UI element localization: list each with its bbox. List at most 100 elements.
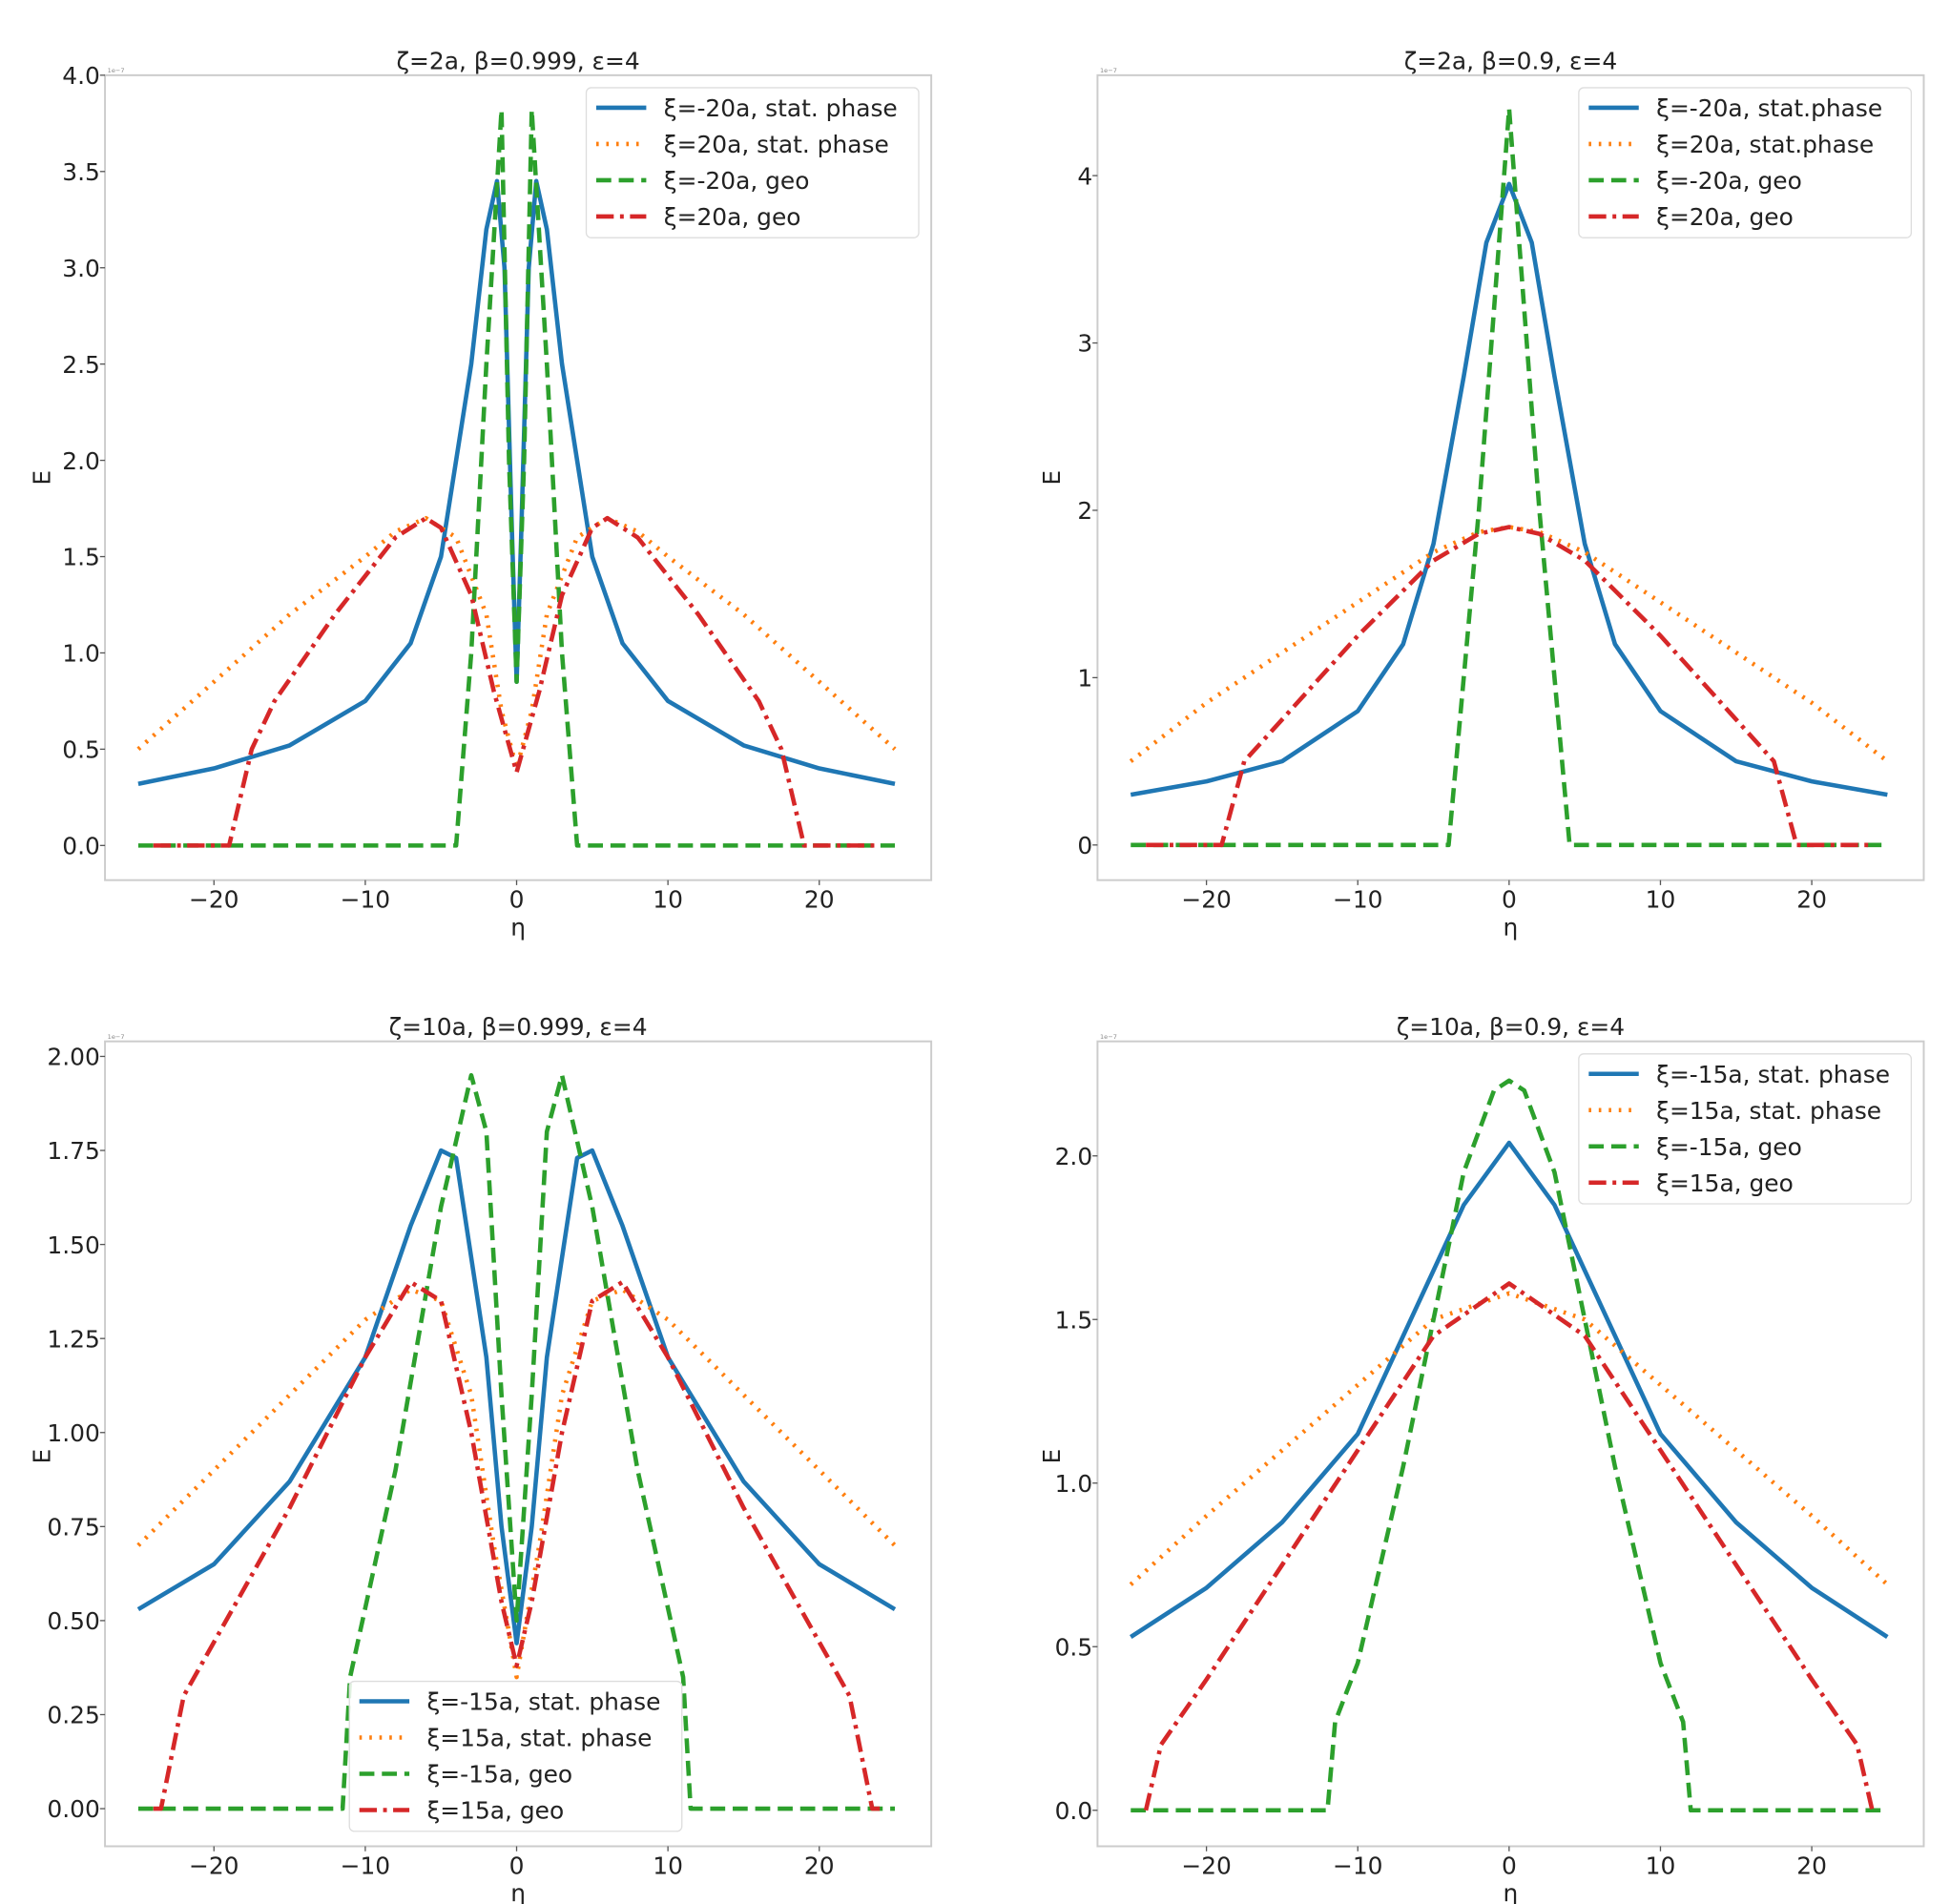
legend-box xyxy=(1578,1053,1913,1205)
chart-title: ζ=10a, β=0.999, ε=4 xyxy=(389,1013,648,1041)
legend-label: ξ=20a, geo xyxy=(664,203,801,231)
y-tick-label: 0.5 xyxy=(1055,1633,1093,1661)
x-tick-label: −20 xyxy=(189,885,239,913)
y-tick-label: 2 xyxy=(1077,497,1092,525)
x-tick-label: −10 xyxy=(1333,1852,1383,1879)
y-tick-label: 1 xyxy=(1077,665,1092,693)
y-multiplier: 1e−7 xyxy=(1100,1033,1117,1041)
legend-label: ξ=-15a, geo xyxy=(426,1761,572,1789)
series-line-2 xyxy=(136,1287,897,1680)
x-axis-label: η xyxy=(510,913,526,941)
y-tick-label: 0.25 xyxy=(47,1702,99,1729)
x-tick-label: 0 xyxy=(509,885,525,913)
y-tick-label: 1.75 xyxy=(47,1137,99,1165)
series-line-1 xyxy=(1130,1140,1889,1639)
series-line-1 xyxy=(1130,181,1888,797)
y-tick-label: 1.50 xyxy=(47,1231,99,1259)
y-tick-label: 1.25 xyxy=(47,1325,99,1353)
y-tick-label: 3.0 xyxy=(62,255,100,282)
legend: ξ=-15a, stat. phase ξ=15a, stat. phase ξ=-… xyxy=(1578,1053,1913,1205)
y-tick-label: 0.5 xyxy=(62,736,100,764)
legend: ξ=-20a, stat. phase ξ=20a, stat. phase ξ=-… xyxy=(585,87,920,238)
legend-box xyxy=(585,87,920,238)
series-line-4 xyxy=(1146,525,1873,848)
x-tick-label: 20 xyxy=(804,885,835,913)
legend-label: ξ=-15a, stat. phase xyxy=(1656,1061,1890,1088)
x-tick-label: −20 xyxy=(189,1852,239,1879)
y-tick-label: 1.00 xyxy=(47,1419,99,1447)
y-multiplier: 1e−7 xyxy=(1100,67,1117,74)
x-tick-label: 20 xyxy=(1796,885,1827,913)
series-line-3 xyxy=(137,1072,896,1811)
chart-title: ζ=2a, β=0.999, ε=4 xyxy=(397,47,640,74)
series-line-4 xyxy=(153,515,881,848)
y-tick-label: 3.5 xyxy=(62,158,100,186)
series-line-3 xyxy=(1131,106,1888,848)
y-tick-label: 0.75 xyxy=(47,1514,99,1542)
x-axis-label: η xyxy=(1504,1879,1519,1904)
y-axis-label: E xyxy=(28,1449,55,1464)
x-tick-label: 0 xyxy=(1502,1852,1517,1879)
y-tick-label: 2.00 xyxy=(47,1044,99,1071)
y-tick-label: 3 xyxy=(1077,330,1092,358)
x-tick-label: 20 xyxy=(1796,1852,1827,1879)
x-tick-label: −10 xyxy=(1333,885,1383,913)
legend: ξ=-15a, stat. phase ξ=15a, stat. phase ξ=-… xyxy=(348,1680,683,1832)
x-tick-label: 0 xyxy=(1502,885,1517,913)
legend-label: ξ=15a, stat. phase xyxy=(1656,1097,1881,1125)
y-tick-label: 1.5 xyxy=(1055,1306,1093,1334)
y-tick-label: 4.0 xyxy=(62,62,100,90)
y-axis-label: E xyxy=(1038,1449,1066,1464)
y-tick-label: 0.0 xyxy=(1055,1797,1093,1825)
x-tick-label: −20 xyxy=(1181,1852,1232,1879)
x-tick-label: 10 xyxy=(1646,885,1676,913)
subplot-4: ζ=10a, β=0.9, ε=4 1e−7 −20 −10 0 10 20 0.0 0.5 1.… xyxy=(1038,1013,1925,1904)
y-tick-label: 1.0 xyxy=(62,640,100,668)
x-tick-label: −20 xyxy=(1181,885,1232,913)
y-tick-label: 0.50 xyxy=(47,1607,99,1635)
legend-label: ξ=-20a, geo xyxy=(664,167,810,195)
legend-label: ξ=-15a, stat. phase xyxy=(426,1688,660,1716)
legend-label: ξ=15a, stat. phase xyxy=(426,1725,652,1752)
y-axis-label: E xyxy=(1038,470,1066,486)
legend-box xyxy=(1578,87,1913,238)
x-tick-label: 0 xyxy=(509,1852,525,1879)
legend-label: ξ=20a, stat.phase xyxy=(1656,131,1874,158)
legend-label: ξ=20a, geo xyxy=(1656,203,1794,231)
y-tick-label: 2.5 xyxy=(62,351,100,379)
y-tick-label: 2.0 xyxy=(62,447,100,475)
legend-label: ξ=15a, geo xyxy=(426,1797,564,1825)
y-tick-label: 0.00 xyxy=(47,1795,99,1823)
legend: ξ=-20a, stat.phase ξ=20a, stat.phase ξ=-20… xyxy=(1578,87,1913,238)
y-axis-label: E xyxy=(28,470,55,486)
y-tick-label: 0.0 xyxy=(62,832,100,859)
y-tick-label: 0 xyxy=(1077,832,1092,859)
y-tick-label: 1.5 xyxy=(62,544,100,571)
x-tick-label: −10 xyxy=(341,885,390,913)
chart-title: ζ=2a, β=0.9, ε=4 xyxy=(1404,47,1617,74)
legend-box xyxy=(348,1680,683,1832)
legend-label: ξ=-20a, stat.phase xyxy=(1656,94,1882,122)
legend-label: ξ=15a, geo xyxy=(1656,1169,1794,1197)
y-tick-label: 4 xyxy=(1077,162,1092,190)
legend-label: ξ=20a, stat. phase xyxy=(664,131,889,158)
legend-label: ξ=-15a, geo xyxy=(1656,1133,1802,1161)
y-multiplier: 1e−7 xyxy=(108,1033,125,1041)
x-tick-label: 10 xyxy=(653,885,683,913)
series-line-4 xyxy=(153,1279,881,1811)
y-tick-label: 1.0 xyxy=(1055,1470,1093,1498)
subplot-1: ζ=2a, β=0.999, ε=4 1e−7 −20 −10 0 10 20 0.0 0.5 1… xyxy=(28,47,933,941)
x-tick-label: −10 xyxy=(341,1852,390,1879)
chart-title: ζ=10a, β=0.9, ε=4 xyxy=(1397,1013,1625,1041)
x-axis-label: η xyxy=(1504,913,1519,941)
x-axis-label: η xyxy=(510,1879,526,1904)
legend-label: ξ=-20a, geo xyxy=(1656,167,1802,195)
x-tick-label: 10 xyxy=(1646,1852,1676,1879)
series-line-2 xyxy=(1129,1291,1889,1586)
y-tick-label: 2.0 xyxy=(1055,1143,1093,1170)
series-line-3 xyxy=(1131,1078,1888,1813)
subplot-2: ζ=2a, β=0.9, ε=4 1e−7 −20 −10 0 10 20 0 1 2 3 4 η Eξ=… xyxy=(1038,47,1925,941)
series-line-2 xyxy=(1129,525,1889,763)
x-tick-label: 20 xyxy=(804,1852,835,1879)
